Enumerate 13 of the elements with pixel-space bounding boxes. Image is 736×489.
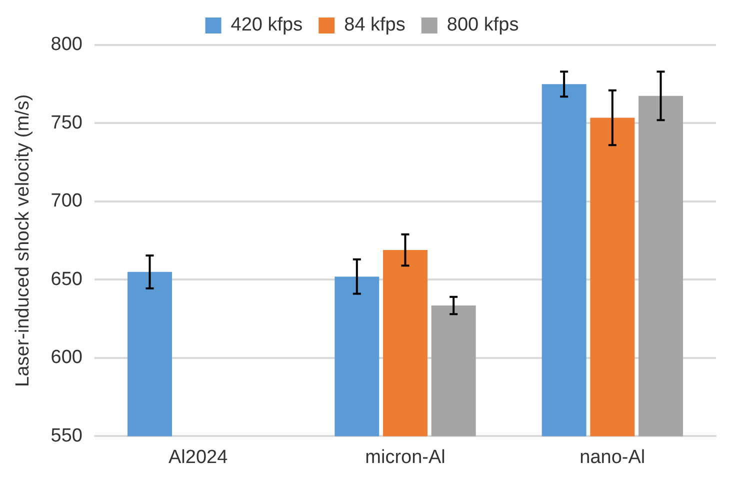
legend-label: 84 kfps <box>344 14 406 36</box>
y-tick-label: 550 <box>50 425 82 446</box>
y-tick-label: 700 <box>50 190 82 212</box>
y-axis-title: Laser-induced shock velocity (m/s) <box>12 94 34 387</box>
x-tick-label: nano-Al <box>580 446 646 468</box>
y-tick-label: 800 <box>50 34 82 56</box>
y-tick-label: 750 <box>50 112 82 134</box>
x-tick-label: micron-Al <box>365 446 446 468</box>
x-tick-label: Al2024 <box>168 446 228 468</box>
y-tick-label: 650 <box>50 268 82 290</box>
legend-label: 800 kfps <box>446 14 519 36</box>
legend-label: 420 kfps <box>230 14 303 36</box>
y-tick-label: 600 <box>50 347 82 368</box>
